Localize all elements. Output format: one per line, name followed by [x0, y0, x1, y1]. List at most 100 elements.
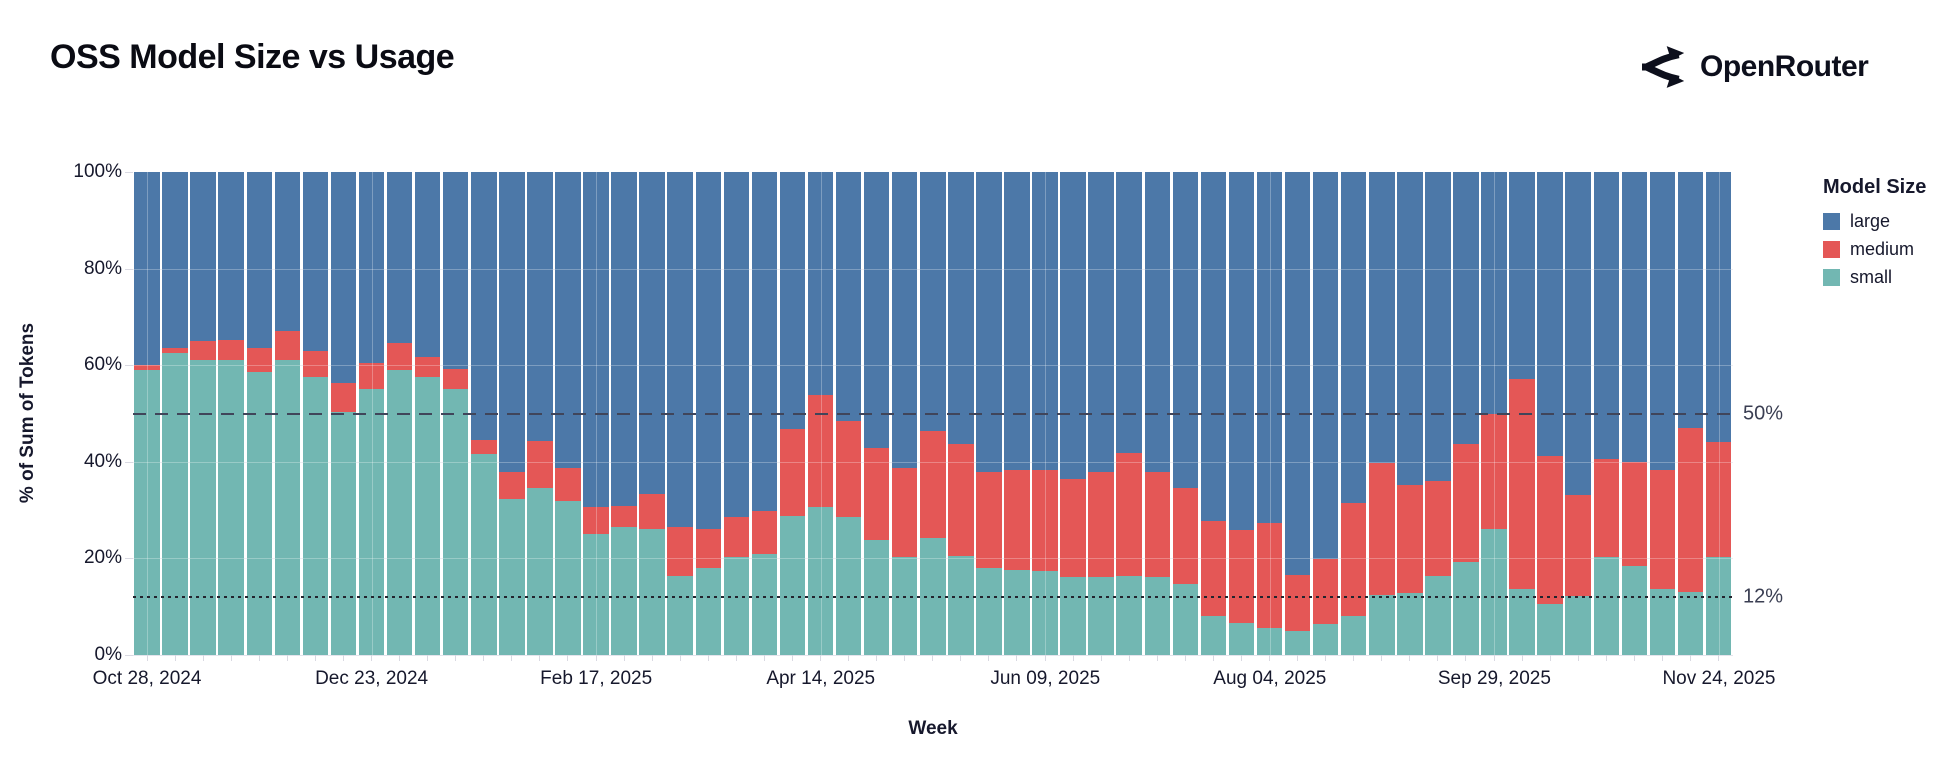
- bar-segment-small[interactable]: [1004, 570, 1030, 655]
- bar-week-sep-22-2025[interactable]: [1452, 172, 1480, 655]
- bar-segment-small[interactable]: [1425, 575, 1451, 655]
- bar-week-sep-15-2025[interactable]: [1424, 172, 1452, 655]
- bar-segment-small[interactable]: [1621, 566, 1648, 655]
- bar-segment-large[interactable]: [891, 172, 918, 468]
- bar-segment-medium[interactable]: [218, 339, 244, 361]
- bar-segment-small[interactable]: [1705, 557, 1732, 655]
- bar-segment-medium[interactable]: [667, 527, 693, 576]
- bar-segment-large[interactable]: [330, 172, 357, 383]
- bar-segment-small[interactable]: [330, 412, 357, 655]
- bar-segment-large[interactable]: [1200, 172, 1227, 521]
- bar-segment-small[interactable]: [807, 506, 834, 655]
- bar-segment-medium[interactable]: [920, 430, 946, 539]
- bar-week-jul-28-2025[interactable]: [1227, 172, 1255, 655]
- bar-segment-medium[interactable]: [1088, 472, 1114, 577]
- bar-segment-large[interactable]: [1677, 172, 1704, 429]
- bar-segment-large[interactable]: [807, 172, 834, 396]
- bar-segment-small[interactable]: [302, 377, 329, 655]
- bar-segment-medium[interactable]: [1256, 522, 1283, 629]
- bar-segment-large[interactable]: [1032, 172, 1058, 471]
- bar-segment-large[interactable]: [639, 172, 665, 495]
- bar-segment-medium[interactable]: [274, 331, 301, 361]
- bar-segment-medium[interactable]: [611, 506, 637, 528]
- bar-segment-medium[interactable]: [1284, 574, 1311, 631]
- bar-week-dec-02-2024[interactable]: [273, 172, 301, 655]
- bar-segment-large[interactable]: [695, 172, 722, 530]
- bar-segment-medium[interactable]: [751, 510, 778, 554]
- bar-week-jun-23-2025[interactable]: [1087, 172, 1115, 655]
- bar-segment-medium[interactable]: [1172, 488, 1199, 584]
- bar-segment-medium[interactable]: [386, 343, 413, 371]
- bar-segment-large[interactable]: [1340, 172, 1367, 503]
- bar-segment-small[interactable]: [1509, 589, 1535, 655]
- bar-week-oct-06-2025[interactable]: [1508, 172, 1536, 655]
- bar-week-nov-11-2024[interactable]: [189, 172, 217, 655]
- bar-segment-large[interactable]: [499, 172, 525, 472]
- bar-segment-small[interactable]: [1060, 577, 1086, 655]
- bar-week-oct-20-2025[interactable]: [1564, 172, 1592, 655]
- bar-segment-small[interactable]: [976, 568, 1002, 655]
- openrouter-brand[interactable]: OpenRouter: [1640, 46, 1869, 88]
- bar-week-oct-13-2025[interactable]: [1536, 172, 1564, 655]
- bar-segment-small[interactable]: [1369, 595, 1395, 655]
- bar-segment-large[interactable]: [358, 172, 385, 363]
- bar-week-aug-25-2025[interactable]: [1340, 172, 1368, 655]
- bar-segment-large[interactable]: [1453, 172, 1479, 444]
- bar-segment-small[interactable]: [386, 370, 413, 655]
- bar-segment-small[interactable]: [471, 454, 497, 655]
- bar-segment-large[interactable]: [611, 172, 637, 507]
- bar-segment-small[interactable]: [723, 556, 750, 655]
- bar-segment-large[interactable]: [302, 172, 329, 351]
- bar-segment-large[interactable]: [976, 172, 1002, 472]
- bar-segment-medium[interactable]: [246, 348, 273, 373]
- bar-segment-medium[interactable]: [1312, 559, 1339, 625]
- bar-week-mar-17-2025[interactable]: [694, 172, 722, 655]
- bar-week-oct-27-2025[interactable]: [1592, 172, 1620, 655]
- bar-segment-small[interactable]: [1481, 529, 1507, 655]
- bar-segment-medium[interactable]: [695, 529, 722, 569]
- bar-segment-small[interactable]: [835, 517, 862, 655]
- bar-week-jun-30-2025[interactable]: [1115, 172, 1143, 655]
- bar-segment-medium[interactable]: [779, 429, 806, 516]
- bar-segment-large[interactable]: [667, 172, 693, 528]
- bar-segment-small[interactable]: [162, 353, 188, 655]
- bar-segment-small[interactable]: [1677, 591, 1704, 655]
- bar-segment-large[interactable]: [1425, 172, 1451, 481]
- bar-segment-medium[interactable]: [134, 365, 160, 371]
- bar-segment-medium[interactable]: [1116, 452, 1142, 576]
- bar-segment-small[interactable]: [414, 376, 441, 655]
- bar-segment-medium[interactable]: [1200, 520, 1227, 616]
- bar-segment-large[interactable]: [162, 172, 188, 349]
- bar-week-apr-28-2025[interactable]: [863, 172, 891, 655]
- bar-segment-large[interactable]: [190, 172, 216, 342]
- bar-week-mar-03-2025[interactable]: [638, 172, 666, 655]
- bar-week-feb-10-2025[interactable]: [554, 172, 582, 655]
- bar-segment-large[interactable]: [386, 172, 413, 344]
- bar-segment-large[interactable]: [1509, 172, 1535, 380]
- bar-week-jan-27-2025[interactable]: [498, 172, 526, 655]
- bar-segment-medium[interactable]: [162, 348, 188, 354]
- bar-week-dec-23-2024[interactable]: [358, 172, 386, 655]
- bar-segment-large[interactable]: [246, 172, 273, 349]
- bar-week-jan-06-2025[interactable]: [414, 172, 442, 655]
- bar-segment-large[interactable]: [527, 172, 553, 442]
- bar-segment-medium[interactable]: [499, 471, 525, 500]
- bar-segment-large[interactable]: [1397, 172, 1423, 485]
- bar-segment-large[interactable]: [1537, 172, 1563, 456]
- bar-segment-medium[interactable]: [1369, 462, 1395, 596]
- bar-segment-small[interactable]: [555, 500, 581, 655]
- bar-segment-medium[interactable]: [1060, 479, 1086, 578]
- bar-segment-large[interactable]: [1593, 172, 1620, 460]
- bar-segment-large[interactable]: [1228, 172, 1255, 530]
- bar-segment-small[interactable]: [1172, 583, 1199, 655]
- bar-segment-medium[interactable]: [1144, 472, 1171, 577]
- bar-segment-medium[interactable]: [583, 506, 609, 534]
- bar-segment-medium[interactable]: [835, 420, 862, 518]
- bar-segment-medium[interactable]: [1621, 461, 1648, 567]
- bar-segment-medium[interactable]: [358, 362, 385, 390]
- bar-segment-large[interactable]: [1705, 172, 1732, 442]
- bar-week-apr-21-2025[interactable]: [835, 172, 863, 655]
- bar-week-jan-20-2025[interactable]: [470, 172, 498, 655]
- bar-segment-large[interactable]: [274, 172, 301, 332]
- bar-segment-small[interactable]: [1340, 615, 1367, 655]
